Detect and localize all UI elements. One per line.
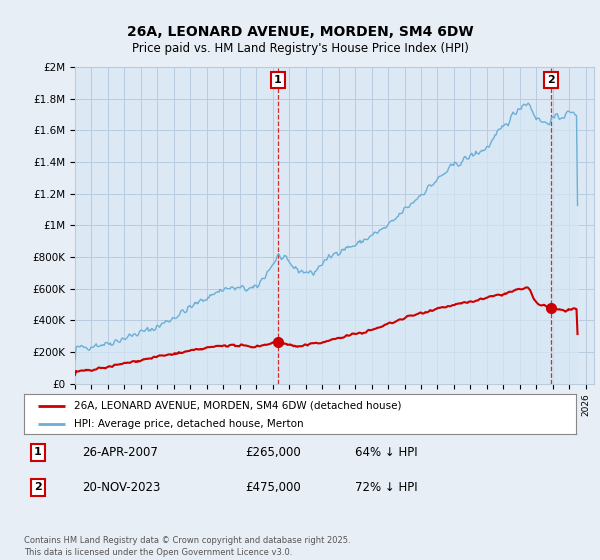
Text: £475,000: £475,000 [245,480,301,494]
Text: 64% ↓ HPI: 64% ↓ HPI [355,446,418,459]
Text: Contains HM Land Registry data © Crown copyright and database right 2025.
This d: Contains HM Land Registry data © Crown c… [24,536,350,557]
Text: 2: 2 [34,482,41,492]
Text: 2: 2 [547,75,555,85]
Text: HPI: Average price, detached house, Merton: HPI: Average price, detached house, Mert… [74,419,304,429]
Text: £265,000: £265,000 [245,446,301,459]
Text: 1: 1 [274,75,282,85]
Text: 1: 1 [34,447,41,457]
Text: 26A, LEONARD AVENUE, MORDEN, SM4 6DW (detached house): 26A, LEONARD AVENUE, MORDEN, SM4 6DW (de… [74,401,401,411]
Text: 26A, LEONARD AVENUE, MORDEN, SM4 6DW: 26A, LEONARD AVENUE, MORDEN, SM4 6DW [127,25,473,39]
Text: 20-NOV-2023: 20-NOV-2023 [82,480,160,494]
Text: 72% ↓ HPI: 72% ↓ HPI [355,480,418,494]
Text: 26-APR-2007: 26-APR-2007 [82,446,158,459]
Text: Price paid vs. HM Land Registry's House Price Index (HPI): Price paid vs. HM Land Registry's House … [131,42,469,55]
